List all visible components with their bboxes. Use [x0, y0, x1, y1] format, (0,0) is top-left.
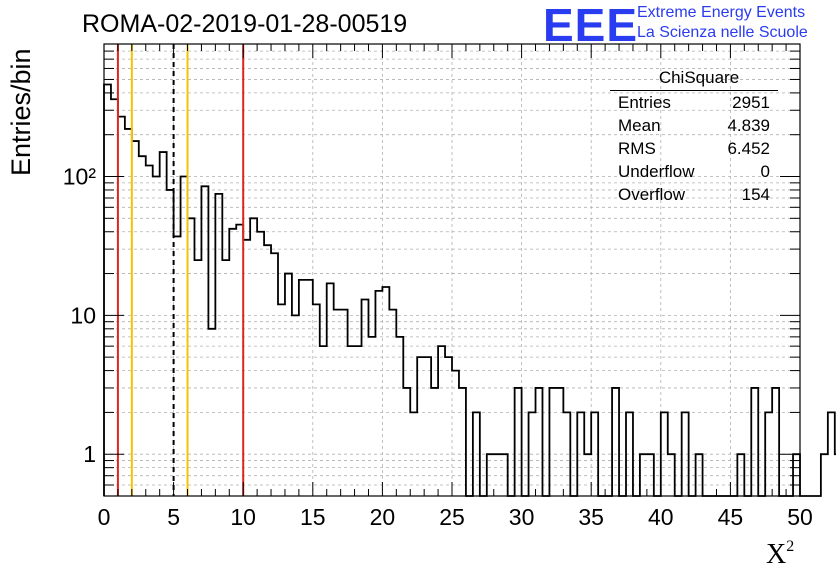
stats-label: Mean	[618, 116, 661, 135]
histogram-outline	[103, 83, 836, 497]
histogram-series	[103, 83, 836, 497]
x-axis-label-superscript: 2	[786, 538, 795, 555]
chart-title: ROMA-02-2019-01-28-00519	[82, 10, 408, 38]
stats-box: ChiSquare Entries 2951 Mean 4.839 RMS 6.452…	[610, 66, 778, 208]
x-axis-label-text: X	[766, 539, 787, 570]
x-tick-label: 40	[648, 504, 674, 530]
stats-value: 0	[760, 162, 770, 181]
x-axis-label: X2	[766, 538, 794, 571]
y-tick-label: 10	[70, 302, 96, 328]
marker-lines	[116, 44, 245, 496]
stats-value: 6.452	[727, 139, 770, 158]
x-tick-label: 25	[439, 504, 465, 530]
stats-row: Mean 4.839	[610, 114, 778, 137]
logo-line-1: Extreme Energy Events	[637, 4, 806, 21]
stats-label: Overflow	[618, 185, 686, 204]
x-tick-label: 30	[509, 504, 535, 530]
x-tick-label: 50	[787, 504, 813, 530]
stats-title: ChiSquare	[658, 68, 740, 87]
x-tick-label: 45	[718, 504, 744, 530]
stats-row: RMS 6.452	[610, 137, 778, 160]
stats-row: Overflow 154	[610, 183, 778, 206]
stats-label: Entries	[618, 93, 671, 112]
logo-line-2: La Scienza nelle Scuole	[637, 24, 808, 41]
stats-value: 4.839	[727, 116, 770, 135]
x-tick-label: 0	[98, 504, 111, 530]
x-tick-label: 20	[370, 504, 396, 530]
eee-logo: EEE	[543, 0, 639, 51]
y-axis-label: Entries/bin	[6, 48, 36, 176]
y-tick-label: 1	[83, 441, 96, 467]
axis-ticks: 0 5 10 15 20 25 30 35 40 45 50 1 10 10²	[63, 44, 813, 530]
stats-row: Underflow 0	[610, 160, 778, 183]
x-tick-label: 10	[230, 504, 256, 530]
x-tick-label: 15	[300, 504, 326, 530]
stats-value: 2951	[732, 93, 770, 112]
y-tick-label: 10²	[63, 163, 97, 189]
stats-label: RMS	[618, 139, 656, 158]
stats-label: Underflow	[618, 162, 695, 181]
stats-value: 154	[741, 185, 770, 204]
stats-divider	[610, 90, 778, 91]
stats-row: Entries 2951	[610, 91, 778, 114]
x-tick-label: 35	[578, 504, 604, 530]
x-tick-label: 5	[167, 504, 180, 530]
